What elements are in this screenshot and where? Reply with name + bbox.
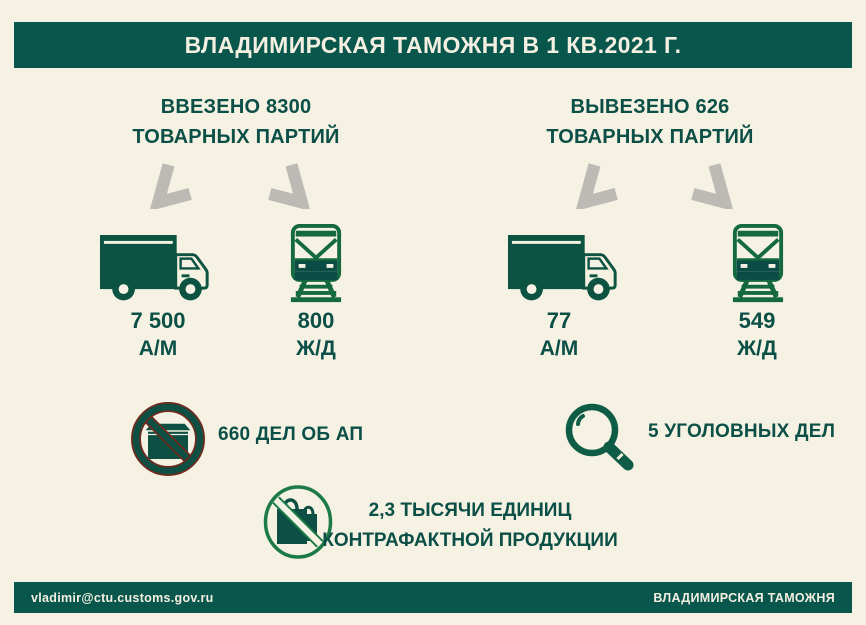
- down-left-arrow-icon: [572, 162, 619, 209]
- exports-rail-value: 549: [738, 308, 776, 333]
- exports-auto-label: А/М: [539, 337, 579, 360]
- imports-auto-label: А/М: [138, 337, 178, 360]
- page-title: ВЛАДИМИРСКАЯ ТАМОЖНЯ В 1 КВ.2021 Г.: [184, 31, 682, 58]
- down-left-arrow-icon: [146, 162, 193, 209]
- exports-auto-value: 77: [546, 308, 572, 333]
- imports-heading: ВВЕЗЕНО 8300 ТОВАРНЫХ ПАРТИЙ: [96, 92, 376, 152]
- footer-org: ВЛАДИМИРСКАЯ ТАМОЖНЯ: [653, 590, 835, 605]
- counterfeit-label-line1: 2,3 ТЫСЯЧИ ЕДИНИЦ: [368, 500, 572, 521]
- admin-cases-label: 660 ДЕЛ ОБ АП: [218, 424, 364, 445]
- imports-auto-stat: 7 500 А/М: [93, 308, 223, 364]
- imports-rail-stat: 800 Ж/Д: [251, 308, 381, 364]
- no-box-prohibition-icon: [130, 401, 206, 477]
- exports-heading-line1: ВЫВЕЗЕНО 626: [570, 96, 730, 118]
- counterfeit-label: 2,3 ТЫСЯЧИ ЕДИНИЦ КОНТРАФАКТНОЙ ПРОДУКЦИ…: [315, 496, 625, 556]
- exports-rail-stat: 549 Ж/Д: [692, 308, 822, 364]
- footer-bar: vladimir@ctu.customs.gov.ru ВЛАДИМИРСКАЯ…: [14, 582, 852, 613]
- train-icon: [731, 224, 785, 305]
- imports-heading-line1: ВВЕЗЕНО 8300: [160, 96, 312, 118]
- exports-heading: ВЫВЕЗЕНО 626 ТОВАРНЫХ ПАРТИЙ: [510, 92, 790, 152]
- down-right-arrow-icon: [267, 162, 314, 209]
- imports-rail-label: Ж/Д: [296, 337, 336, 360]
- truck-icon: [99, 227, 217, 304]
- imports-rail-value: 800: [297, 308, 335, 333]
- footer-email: vladimir@ctu.customs.gov.ru: [31, 590, 214, 605]
- counterfeit-label-line2: КОНТРАФАКТНОЙ ПРОДУКЦИИ: [322, 530, 618, 551]
- imports-heading-line2: ТОВАРНЫХ ПАРТИЙ: [132, 126, 340, 148]
- imports-auto-value: 7 500: [130, 308, 186, 333]
- exports-heading-line2: ТОВАРНЫХ ПАРТИЙ: [546, 126, 754, 148]
- exports-rail-label: Ж/Д: [737, 337, 777, 360]
- criminal-cases-label: 5 УГОЛОВНЫХ ДЕЛ: [648, 421, 836, 442]
- down-right-arrow-icon: [690, 162, 737, 209]
- exports-auto-stat: 77 А/М: [494, 308, 624, 364]
- magnifier-icon: [564, 403, 640, 473]
- train-icon: [289, 224, 343, 305]
- truck-icon: [507, 227, 625, 304]
- no-shopping-bag-prohibition-icon: [261, 483, 335, 561]
- header-bar: ВЛАДИМИРСКАЯ ТАМОЖНЯ В 1 КВ.2021 Г.: [14, 22, 852, 68]
